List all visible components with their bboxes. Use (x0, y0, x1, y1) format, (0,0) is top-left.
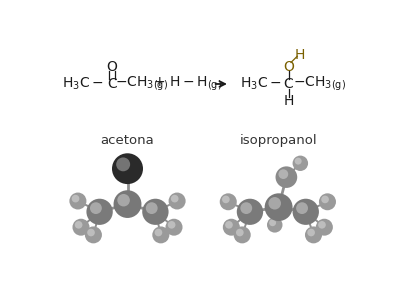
Circle shape (85, 226, 102, 243)
Circle shape (155, 229, 162, 236)
Circle shape (305, 226, 322, 243)
Circle shape (86, 199, 113, 225)
Circle shape (117, 194, 130, 207)
Circle shape (75, 221, 82, 229)
Circle shape (112, 153, 143, 184)
Circle shape (223, 219, 240, 236)
Circle shape (268, 197, 281, 210)
Circle shape (236, 229, 244, 236)
Circle shape (267, 217, 282, 233)
Circle shape (116, 157, 130, 171)
Circle shape (225, 221, 233, 229)
Text: $\mathrm{-CH_{3(g)}}$: $\mathrm{-CH_{3(g)}}$ (115, 75, 168, 93)
Text: $\mathrm{C}$: $\mathrm{C}$ (283, 77, 294, 91)
Circle shape (171, 195, 178, 202)
Circle shape (276, 166, 297, 188)
Circle shape (152, 226, 169, 243)
Circle shape (142, 199, 168, 225)
Circle shape (146, 202, 158, 214)
Circle shape (319, 193, 336, 210)
Circle shape (168, 221, 176, 229)
Text: acetona: acetona (101, 134, 154, 147)
Text: $\mathrm{H_3C-}$: $\mathrm{H_3C-}$ (62, 76, 104, 92)
Text: $\mathrm{+ \ H-H_{(g)}}$: $\mathrm{+ \ H-H_{(g)}}$ (153, 75, 222, 93)
Text: $\mathrm{-CH_{3(g)}}$: $\mathrm{-CH_{3(g)}}$ (293, 75, 346, 93)
Circle shape (240, 202, 252, 214)
Circle shape (222, 196, 230, 203)
Text: $\mathrm{H}$: $\mathrm{H}$ (283, 94, 294, 108)
Circle shape (114, 190, 142, 218)
Text: isopropanol: isopropanol (240, 134, 318, 147)
Circle shape (321, 196, 329, 203)
Text: $\mathrm{O}$: $\mathrm{O}$ (283, 60, 295, 74)
Circle shape (292, 156, 308, 171)
Circle shape (166, 219, 182, 236)
Text: $\mathrm{H_3C-}$: $\mathrm{H_3C-}$ (240, 76, 282, 92)
Circle shape (90, 202, 102, 214)
Text: $\mathrm{C}$: $\mathrm{C}$ (106, 77, 118, 91)
Circle shape (72, 219, 90, 236)
Circle shape (307, 229, 315, 236)
Circle shape (87, 229, 95, 236)
Text: $\mathrm{O}$: $\mathrm{O}$ (106, 60, 118, 74)
Circle shape (295, 158, 302, 165)
Circle shape (69, 193, 86, 210)
Circle shape (265, 193, 292, 221)
Text: $\mathrm{H}$: $\mathrm{H}$ (294, 48, 305, 62)
Circle shape (296, 202, 308, 214)
Circle shape (318, 221, 326, 229)
Circle shape (72, 195, 79, 202)
Circle shape (278, 169, 288, 179)
Circle shape (237, 199, 263, 225)
Circle shape (220, 193, 237, 210)
Circle shape (292, 199, 319, 225)
Circle shape (269, 219, 276, 226)
Circle shape (168, 193, 186, 210)
Circle shape (316, 219, 333, 236)
Circle shape (234, 226, 251, 243)
